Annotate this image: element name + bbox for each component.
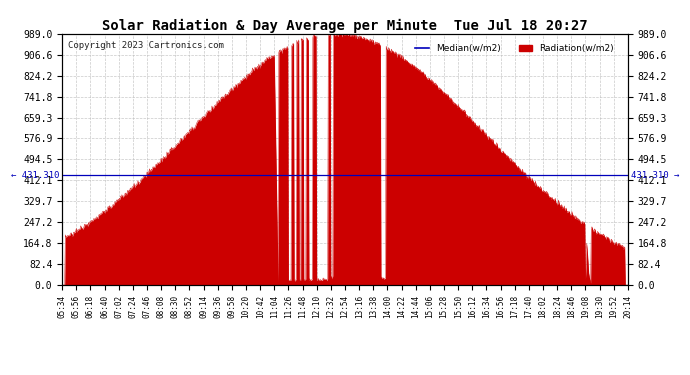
Text: ← 431.310: ← 431.310	[11, 171, 59, 180]
Title: Solar Radiation & Day Average per Minute  Tue Jul 18 20:27: Solar Radiation & Day Average per Minute…	[102, 18, 588, 33]
Text: Copyright 2023 Cartronics.com: Copyright 2023 Cartronics.com	[68, 41, 224, 50]
Legend: Median(w/m2), Radiation(w/m2): Median(w/m2), Radiation(w/m2)	[411, 41, 618, 57]
Text: 431.310 →: 431.310 →	[631, 171, 679, 180]
